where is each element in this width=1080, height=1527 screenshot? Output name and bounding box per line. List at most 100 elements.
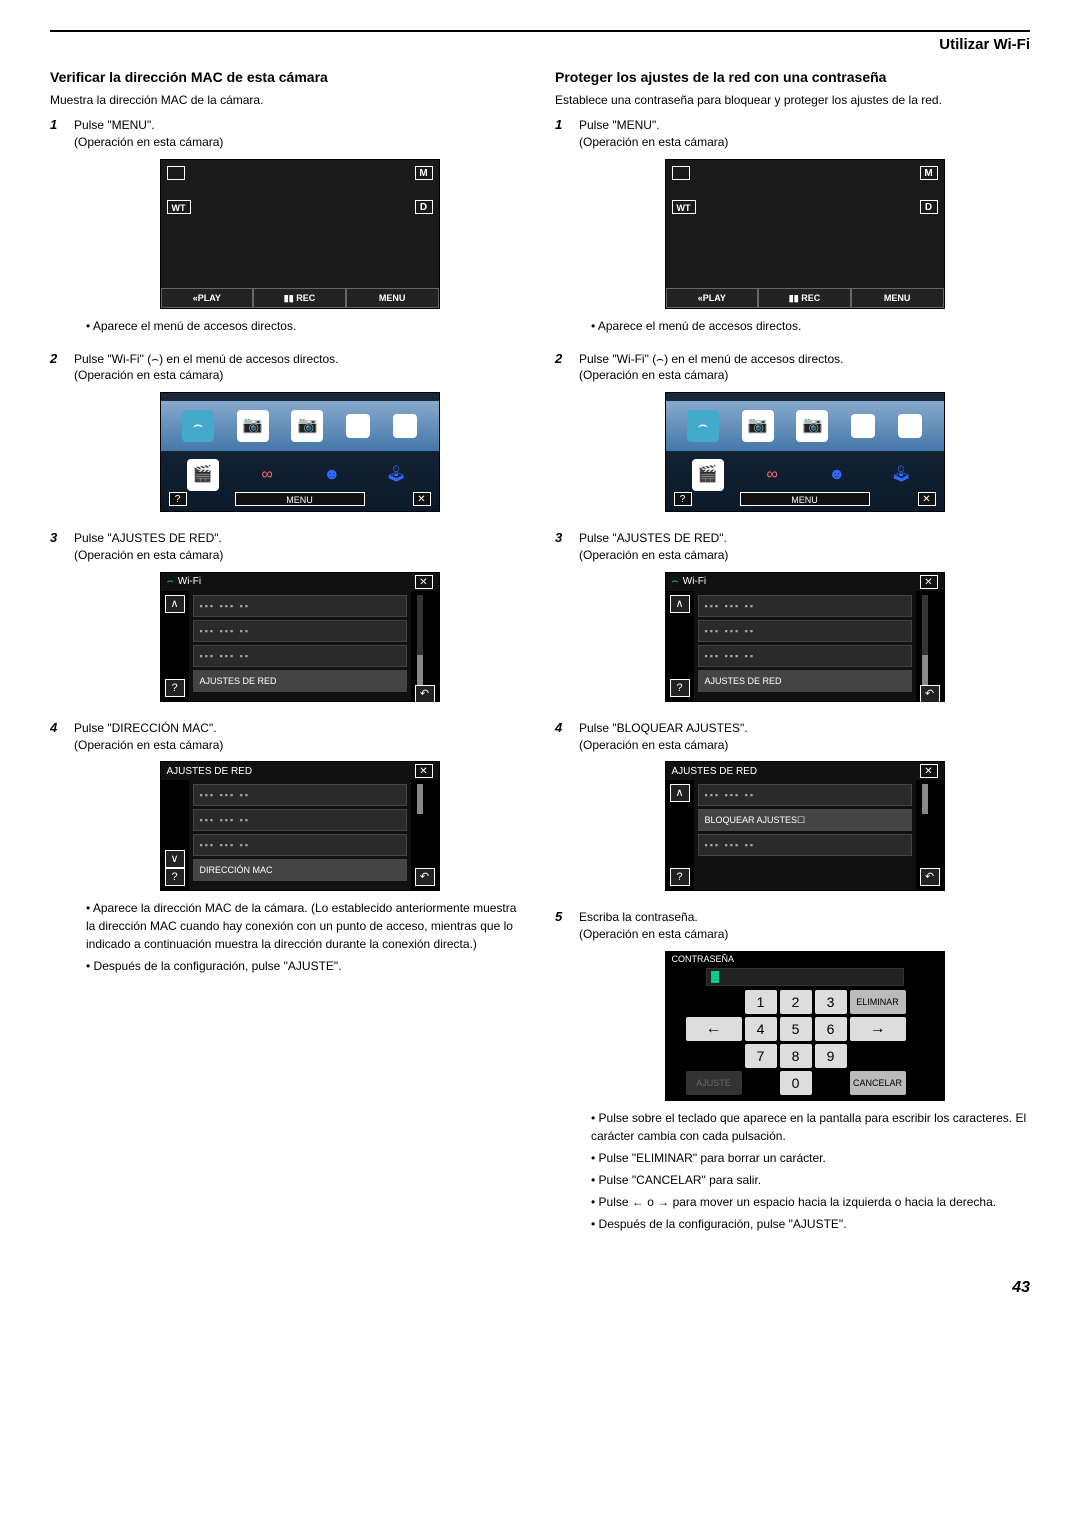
eliminar-button[interactable]: ELIMINAR — [850, 990, 906, 1014]
close-icon[interactable]: ✕ — [413, 492, 431, 506]
key-6[interactable]: 6 — [815, 1017, 847, 1041]
key-2[interactable]: 2 — [780, 990, 812, 1014]
list-item[interactable]: ▪▪▪ ▪▪▪ ▪▪ — [193, 620, 407, 642]
close-icon[interactable]: ✕ — [415, 764, 433, 778]
net-list-screen: AJUSTES DE RED ✕ ∨ ? ▪▪▪ ▪▪▪ ▪▪ ▪▪ — [160, 761, 440, 891]
keypad-screen: CONTRASEÑA 1 2 3 ELIMINAR ← 4 5 6 — [665, 951, 945, 1101]
wifi-icon: ⌢ — [167, 575, 174, 587]
list-item[interactable]: BLOQUEAR AJUSTES☐ — [698, 809, 912, 831]
list-item[interactable]: DIRECCIÓN MAC — [193, 859, 407, 881]
back-icon[interactable]: ↶ — [415, 868, 435, 886]
up-arrow-icon[interactable]: ∧ — [670, 784, 690, 802]
header-title: Utilizar Wi-Fi — [939, 36, 1030, 53]
close-icon[interactable]: ✕ — [415, 575, 433, 589]
help-icon[interactable]: ? — [165, 679, 185, 697]
down-arrow-icon[interactable]: ∨ — [165, 850, 185, 868]
inf-icon: ∞ — [756, 459, 788, 491]
list-item[interactable]: AJUSTES DE RED — [193, 670, 407, 692]
key-7[interactable]: 7 — [745, 1044, 777, 1068]
d-icon: D — [415, 200, 433, 214]
list-item[interactable]: AJUSTES DE RED — [698, 670, 912, 692]
password-field[interactable] — [706, 968, 904, 986]
clap-icon: 🎬 — [692, 459, 724, 491]
net-list-screen: AJUSTES DE RED ✕ ∧ ? ▪▪▪ ▪▪▪ ▪▪ BL — [665, 761, 945, 891]
joy-icon: 🕹 — [380, 459, 412, 491]
back-icon[interactable]: ↶ — [920, 685, 940, 703]
menu-button[interactable]: MENU — [851, 288, 944, 308]
img-icon — [167, 166, 185, 180]
m-icon: M — [415, 166, 433, 180]
misc-icon — [393, 414, 417, 438]
list-item[interactable]: ▪▪▪ ▪▪▪ ▪▪ — [193, 784, 407, 806]
key-3[interactable]: 3 — [815, 990, 847, 1014]
joy-icon: 🕹 — [885, 459, 917, 491]
clap-icon: 🎬 — [187, 459, 219, 491]
key-9[interactable]: 9 — [815, 1044, 847, 1068]
menu-button[interactable]: MENU — [740, 492, 870, 506]
face-icon: ☻ — [316, 459, 348, 491]
cancelar-button[interactable]: CANCELAR — [850, 1071, 906, 1095]
ajuste-button[interactable]: AJUSTE — [686, 1071, 742, 1095]
help-icon[interactable]: ? — [165, 868, 185, 886]
left-intro: Muestra la dirección MAC de la cámara. — [50, 93, 525, 107]
inf-icon: ∞ — [251, 459, 283, 491]
play-button[interactable]: «PLAY — [666, 288, 759, 308]
list-item[interactable]: ▪▪▪ ▪▪▪ ▪▪ — [698, 834, 912, 856]
img-icon — [672, 166, 690, 180]
help-icon[interactable]: ? — [674, 492, 692, 506]
right-intro: Establece una contraseña para bloquear y… — [555, 93, 1030, 107]
rec-button[interactable]: ▮▮ REC — [758, 288, 851, 308]
cam2-icon: 📷 — [291, 410, 323, 442]
key-1[interactable]: 1 — [745, 990, 777, 1014]
list-item[interactable]: ▪▪▪ ▪▪▪ ▪▪ — [698, 784, 912, 806]
close-icon[interactable]: ✕ — [918, 492, 936, 506]
icons-screen: ⌢ 📷 📷 🎬 ∞ ☻ 🕹 ? — [665, 392, 945, 512]
wt-icon: WT — [167, 200, 191, 214]
left-heading: Verificar la dirección MAC de esta cámar… — [50, 69, 525, 85]
list-item[interactable]: ▪▪▪ ▪▪▪ ▪▪ — [698, 595, 912, 617]
cam-icon: 📷 — [237, 410, 269, 442]
rec-button[interactable]: ▮▮ REC — [253, 288, 346, 308]
rec-screen: M WT D «PLAY ▮▮ REC MENU — [665, 159, 945, 309]
list-item[interactable]: ▪▪▪ ▪▪▪ ▪▪ — [193, 645, 407, 667]
wifi-icon: ⌢ — [182, 410, 214, 442]
menu-button[interactable]: MENU — [346, 288, 439, 308]
list-item[interactable]: ▪▪▪ ▪▪▪ ▪▪ — [193, 595, 407, 617]
back-icon[interactable]: ↶ — [920, 868, 940, 886]
right-arrow-button[interactable]: → — [850, 1017, 906, 1041]
d-icon: D — [920, 200, 938, 214]
m-icon: M — [920, 166, 938, 180]
page-number: 43 — [50, 1279, 1030, 1297]
key-0[interactable]: 0 — [780, 1071, 812, 1095]
close-icon[interactable]: ✕ — [920, 575, 938, 589]
list-item[interactable]: ▪▪▪ ▪▪▪ ▪▪ — [193, 809, 407, 831]
close-icon[interactable]: ✕ — [920, 764, 938, 778]
face-icon: ☻ — [821, 459, 853, 491]
right-heading: Proteger los ajustes de la red con una c… — [555, 69, 1030, 85]
right-column: Proteger los ajustes de la red con una c… — [555, 69, 1030, 1249]
key-8[interactable]: 8 — [780, 1044, 812, 1068]
wifi-list-screen: ⌢Wi-Fi ✕ ∧ ? ▪▪▪ ▪▪▪ ▪▪ ▪▪▪ ▪▪▪ ▪▪ — [160, 572, 440, 702]
left-arrow-button[interactable]: ← — [686, 1017, 742, 1041]
list-item[interactable]: ▪▪▪ ▪▪▪ ▪▪ — [193, 834, 407, 856]
back-icon[interactable]: ↶ — [415, 685, 435, 703]
list-item[interactable]: ▪▪▪ ▪▪▪ ▪▪ — [698, 645, 912, 667]
help-icon[interactable]: ? — [670, 679, 690, 697]
step-number: 1 — [50, 117, 64, 341]
key-4[interactable]: 4 — [745, 1017, 777, 1041]
misc-icon — [851, 414, 875, 438]
up-arrow-icon[interactable]: ∧ — [670, 595, 690, 613]
menu-button[interactable]: MENU — [235, 492, 365, 506]
misc-icon — [346, 414, 370, 438]
help-icon[interactable]: ? — [169, 492, 187, 506]
cam2-icon: 📷 — [796, 410, 828, 442]
wt-icon: WT — [672, 200, 696, 214]
up-arrow-icon[interactable]: ∧ — [165, 595, 185, 613]
left-column: Verificar la dirección MAC de esta cámar… — [50, 69, 525, 1249]
misc-icon — [898, 414, 922, 438]
play-button[interactable]: «PLAY — [161, 288, 254, 308]
key-5[interactable]: 5 — [780, 1017, 812, 1041]
help-icon[interactable]: ? — [670, 868, 690, 886]
list-item[interactable]: ▪▪▪ ▪▪▪ ▪▪ — [698, 620, 912, 642]
wifi-icon: ⌢ — [672, 575, 679, 587]
